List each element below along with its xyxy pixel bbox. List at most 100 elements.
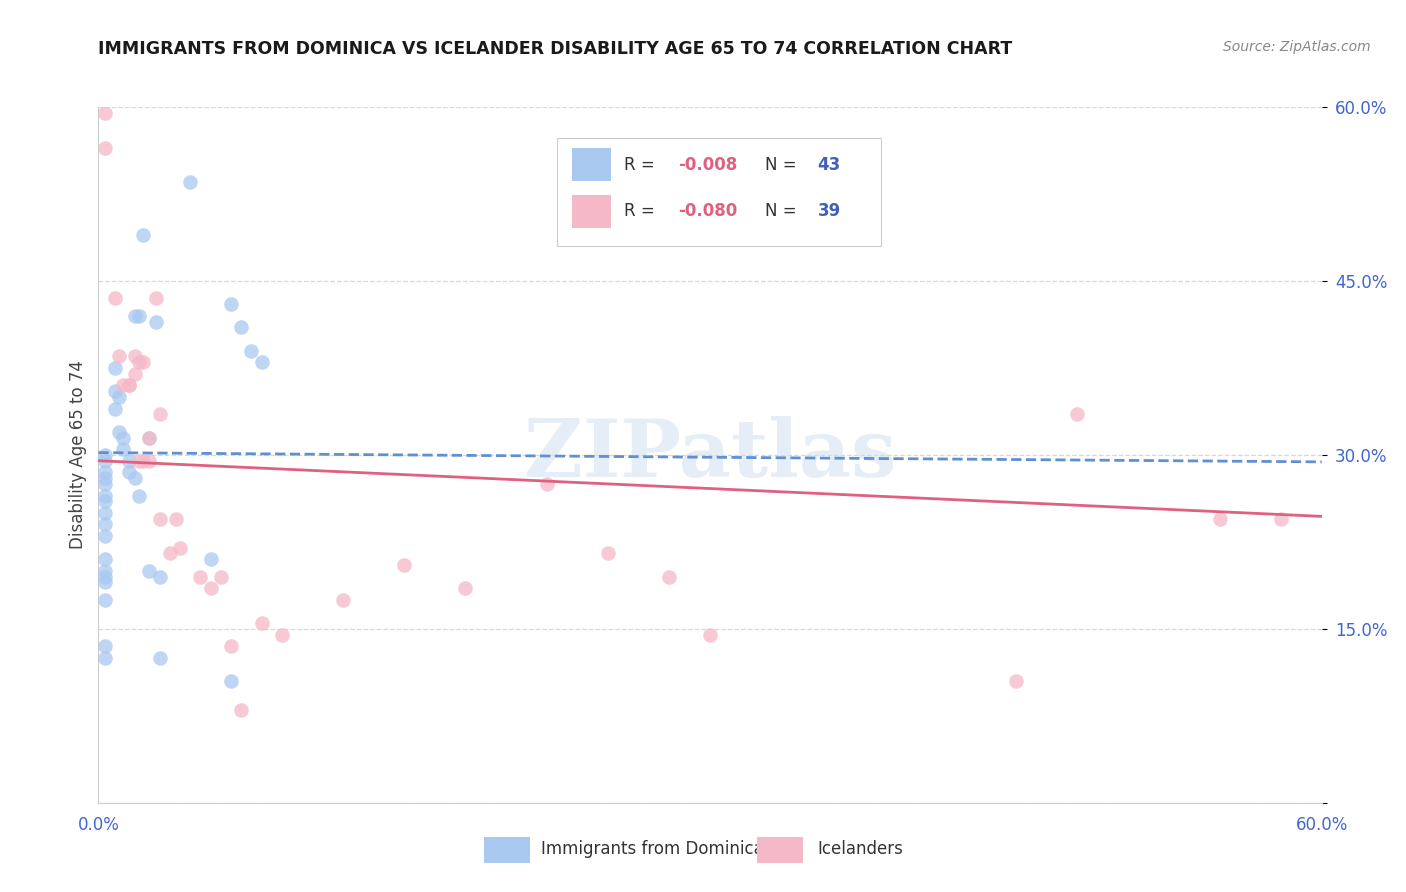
Point (104, 291, 127, 305)
Point (392, 558, 416, 573)
Text: 39: 39 (818, 202, 841, 220)
Point (1004, 674, 1026, 689)
FancyBboxPatch shape (572, 194, 612, 228)
Point (536, 476, 558, 491)
Point (200, 582, 222, 596)
Point (128, 489, 150, 503)
Point (124, 309, 146, 323)
Point (93, 564, 115, 578)
Point (145, 314, 167, 328)
Point (93, 506, 115, 520)
Point (93, 529, 115, 543)
Point (118, 466, 141, 480)
Point (1066, 407, 1088, 421)
Point (179, 175, 201, 189)
Point (93, 639, 115, 653)
Point (111, 378, 134, 392)
Point (104, 360, 127, 375)
Text: R =: R = (624, 156, 661, 174)
Point (93, 569, 115, 583)
Point (93, 575, 115, 590)
Point (145, 291, 167, 305)
Point (93, 489, 115, 503)
Point (138, 564, 160, 578)
Text: N =: N = (765, 202, 801, 220)
Point (149, 511, 172, 525)
Point (231, 320, 253, 334)
Text: ZIPatlas: ZIPatlas (524, 416, 896, 494)
FancyBboxPatch shape (557, 138, 882, 246)
Point (250, 355, 273, 369)
Point (231, 703, 253, 717)
Point (149, 569, 172, 583)
Point (118, 378, 141, 392)
Text: 43: 43 (818, 156, 841, 174)
Point (219, 674, 242, 689)
Point (1270, 511, 1292, 525)
Point (93, 494, 115, 508)
Point (270, 628, 294, 642)
Text: IMMIGRANTS FROM DOMINICA VS ICELANDER DISABILITY AGE 65 TO 74 CORRELATION CHART: IMMIGRANTS FROM DOMINICA VS ICELANDER DI… (98, 40, 1012, 58)
Point (699, 628, 721, 642)
Point (108, 390, 131, 404)
Point (93, 552, 115, 566)
Text: -0.080: -0.080 (678, 202, 738, 220)
Point (132, 355, 155, 369)
Text: Immigrants from Dominica: Immigrants from Dominica (541, 840, 763, 858)
Point (93, 466, 115, 480)
Point (138, 453, 160, 467)
Point (124, 349, 146, 364)
Point (240, 343, 263, 358)
Point (219, 639, 242, 653)
Point (132, 453, 155, 467)
Point (188, 569, 212, 583)
Point (1209, 511, 1232, 525)
Text: N =: N = (765, 156, 801, 174)
Point (93, 517, 115, 532)
Point (128, 309, 150, 323)
Point (93, 105, 115, 120)
Point (118, 453, 141, 467)
Point (128, 453, 150, 467)
Point (159, 546, 181, 561)
Point (598, 546, 620, 561)
Point (165, 511, 187, 525)
Point (108, 349, 131, 364)
Point (111, 430, 134, 444)
Point (111, 442, 134, 456)
Point (132, 227, 155, 242)
Point (118, 378, 141, 392)
Point (219, 297, 242, 311)
Text: R =: R = (624, 202, 661, 220)
Point (250, 615, 273, 630)
Point (332, 592, 354, 607)
Text: Icelanders: Icelanders (818, 840, 904, 858)
Point (169, 541, 191, 555)
Point (93, 453, 115, 467)
Text: Source: ZipAtlas.com: Source: ZipAtlas.com (1223, 40, 1371, 54)
Point (93, 140, 115, 155)
Point (108, 425, 131, 439)
Point (128, 355, 150, 369)
Point (200, 552, 222, 566)
FancyBboxPatch shape (484, 837, 530, 863)
Point (93, 448, 115, 462)
Point (93, 592, 115, 607)
Point (149, 407, 172, 421)
Point (104, 384, 127, 398)
Point (149, 651, 172, 665)
FancyBboxPatch shape (756, 837, 803, 863)
FancyBboxPatch shape (572, 148, 612, 181)
Point (138, 430, 160, 444)
Point (209, 569, 232, 583)
Point (138, 430, 160, 444)
Point (124, 471, 146, 485)
Y-axis label: Disability Age 65 to 74: Disability Age 65 to 74 (69, 360, 87, 549)
Point (93, 471, 115, 485)
Point (93, 651, 115, 665)
Point (124, 367, 146, 381)
Point (454, 582, 477, 596)
Point (104, 401, 127, 416)
Point (93, 476, 115, 491)
Point (658, 569, 681, 583)
